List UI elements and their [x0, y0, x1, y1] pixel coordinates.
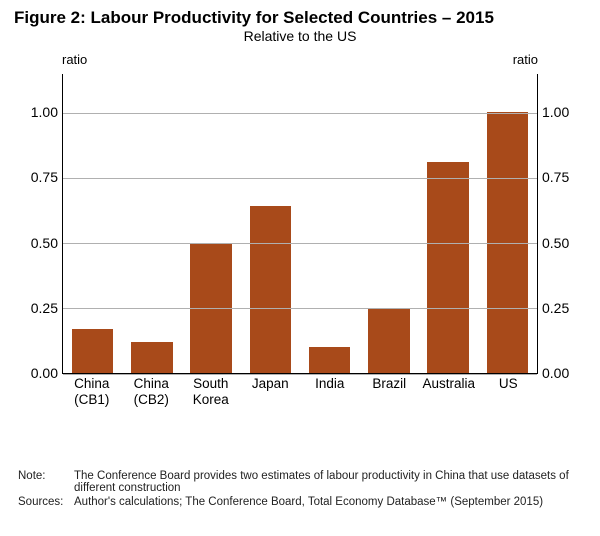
y-axis-label-left: ratio [62, 52, 87, 67]
ytick-left: 0.75 [20, 169, 58, 185]
bar-slot [478, 74, 537, 373]
gridline [63, 178, 537, 179]
gridline [63, 243, 537, 244]
chart-area: ratio ratio 0.00 0.25 0.50 0.75 1.00 0.00 0.2… [14, 50, 586, 430]
chart-subtitle: Relative to the US [14, 28, 586, 44]
category-label: US [479, 376, 539, 407]
sources-label: Sources: [18, 496, 74, 508]
ytick-right: 0.50 [542, 235, 580, 251]
bars-container [63, 74, 537, 373]
bar-slot [122, 74, 181, 373]
note-text: The Conference Board provides two estima… [74, 470, 582, 494]
bar [309, 347, 350, 373]
note-label: Note: [18, 470, 74, 494]
bar [368, 308, 409, 373]
sources-text: Author's calculations; The Conference Bo… [74, 496, 582, 508]
gridline [63, 308, 537, 309]
category-label: India [300, 376, 360, 407]
category-label: Brazil [360, 376, 420, 407]
ytick-left: 0.50 [20, 235, 58, 251]
ytick-left: 0.00 [20, 365, 58, 381]
plot-area [62, 74, 538, 374]
ytick-right: 0.00 [542, 365, 580, 381]
gridline [63, 113, 537, 114]
ytick-right: 0.25 [542, 300, 580, 316]
category-label: SouthKorea [181, 376, 241, 407]
bar [72, 329, 113, 373]
category-label: Australia [419, 376, 479, 407]
y-axis-label-right: ratio [513, 52, 538, 67]
bar [131, 342, 172, 373]
category-labels: China(CB1)China(CB2)SouthKoreaJapanIndia… [62, 376, 538, 407]
bar-slot [359, 74, 418, 373]
bar-slot [63, 74, 122, 373]
ytick-right: 1.00 [542, 104, 580, 120]
ytick-right: 0.75 [542, 169, 580, 185]
category-label: China(CB2) [122, 376, 182, 407]
category-label: Japan [241, 376, 301, 407]
ytick-left: 0.25 [20, 300, 58, 316]
bar-slot [241, 74, 300, 373]
ytick-left: 1.00 [20, 104, 58, 120]
bar [250, 206, 291, 373]
bar-slot [182, 74, 241, 373]
footnotes: Note: The Conference Board provides two … [18, 470, 582, 508]
bar [427, 162, 468, 373]
category-label: China(CB1) [62, 376, 122, 407]
bar-slot [300, 74, 359, 373]
chart-title: Figure 2: Labour Productivity for Select… [14, 8, 586, 28]
bar-slot [419, 74, 478, 373]
gridline [63, 374, 537, 375]
